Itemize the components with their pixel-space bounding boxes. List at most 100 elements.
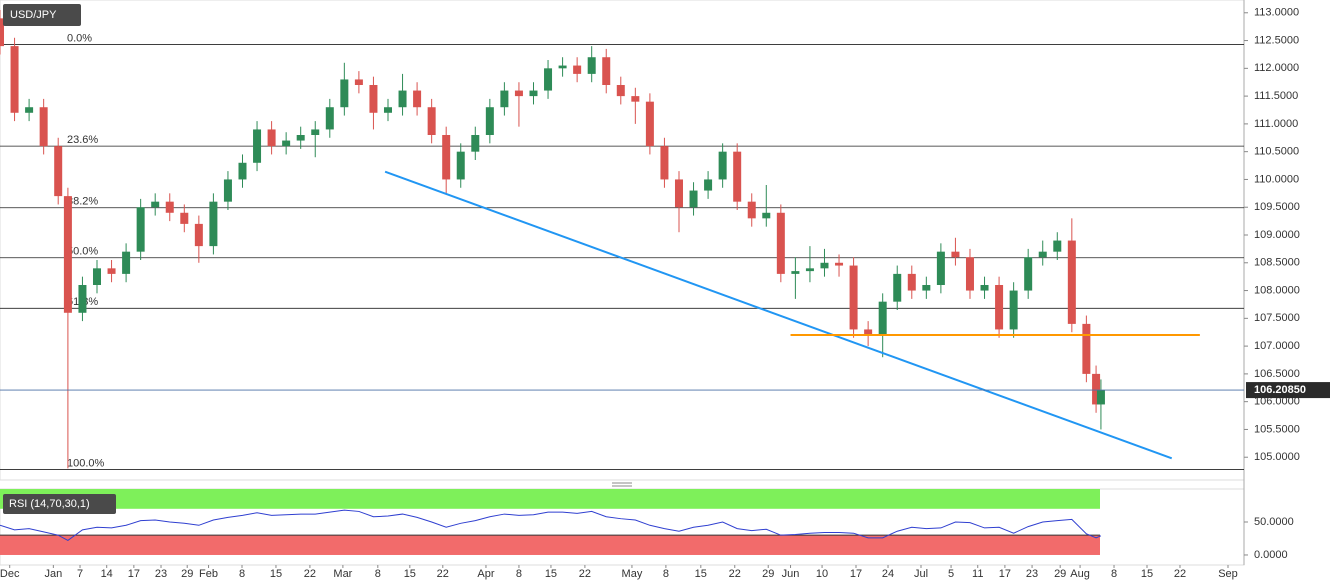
x-tick-label: Aug [1070,568,1090,580]
candle-body [78,285,87,313]
y-tick-label: 110.0000 [1254,173,1299,185]
y-tick-label: 112.5000 [1254,34,1299,46]
candle-body [573,65,582,74]
y-tick-label: 109.5000 [1254,201,1300,213]
y-tick-label: 50.0000 [1254,516,1294,528]
candle-body [762,212,771,219]
y-tick-label: 112.0000 [1254,62,1299,74]
candle-body [864,329,873,335]
candle-body [514,90,523,97]
candle-body [878,301,887,335]
candle-body [747,201,756,219]
y-tick-label: 106.5000 [1254,368,1300,380]
x-tick-label: 8 [516,568,522,580]
candle-body [645,101,654,147]
fib-label: 100.0% [67,457,105,469]
x-tick-label: 24 [882,568,894,580]
candle-body [165,201,174,213]
candle-body [791,271,800,274]
y-tick-label: 107.5000 [1254,312,1300,324]
x-tick-label: 15 [545,568,557,580]
x-tick-label: 7 [77,568,83,580]
candle-body [674,179,683,208]
x-tick-label: 22 [304,568,316,580]
x-tick-label: 22 [1174,568,1186,580]
candle-body [1009,290,1018,330]
x-tick-label: 29 [181,568,193,580]
candle-body [820,262,829,269]
candle-body [253,129,262,163]
trend-line [384,170,1173,460]
y-tick-label: 0.0000 [1254,549,1288,561]
candle-body [500,90,509,108]
candle-body [1082,323,1091,374]
candle-body [136,207,145,252]
candle-body [54,146,63,197]
candle-body [223,179,232,202]
candle-body [92,268,101,285]
candle-body [25,107,34,113]
candle-body [354,79,363,85]
candle-body [689,190,698,208]
candle-body [485,107,494,135]
candle-body [369,85,378,113]
fib-label: 50.0% [67,246,98,258]
x-tick-label: 29 [762,568,774,580]
x-tick-label: Jul [914,568,928,580]
candle-body [238,162,247,180]
y-tick-label: 109.0000 [1254,229,1300,241]
y-tick-label: 110.5000 [1254,146,1299,158]
candle-body [1024,257,1033,291]
x-tick-label: Sep [1218,568,1238,580]
candle-body [660,146,669,180]
candle-body [383,107,392,113]
x-tick-label: May [622,568,643,580]
candle-body [471,135,480,152]
x-tick-label: 14 [101,568,113,580]
candle-body [427,107,436,135]
x-tick-label: 22 [437,568,449,580]
candle-body [951,251,960,258]
candle-body [267,129,276,147]
fib-label: 23.6% [67,134,98,146]
candle-body [282,140,291,147]
y-tick-label: 113.0000 [1254,7,1299,19]
candle-body [1096,390,1105,405]
x-tick-label: 8 [1111,568,1117,580]
candle-body [529,90,538,97]
candle-body [544,68,553,91]
candle-body [209,201,218,247]
candle-body [558,65,567,69]
candle-body [631,96,640,102]
candle-body [936,251,945,285]
x-tick-label: 17 [850,568,862,580]
x-tick-label: Dec [0,568,20,580]
y-tick-label: 108.0000 [1254,284,1300,296]
x-tick-label: 8 [663,568,669,580]
candle-body [107,268,116,274]
candle-body [616,85,625,97]
candle-body [893,273,902,302]
candle-body [10,46,19,113]
candle-body [704,179,713,191]
candle-body [325,107,334,130]
candle-body [733,151,742,202]
candle-body [1053,240,1062,252]
candle-body [602,57,611,85]
candle-body [296,135,305,141]
candle-body [180,212,189,224]
candle-body [587,57,596,74]
y-tick-label: 105.0000 [1254,451,1300,463]
x-tick-label: 29 [1054,568,1066,580]
candle-body [39,107,48,147]
x-tick-label: 23 [155,568,167,580]
chart-title: USD/JPY [10,9,57,21]
fib-label: 0.0% [67,32,92,44]
x-tick-label: 8 [375,568,381,580]
y-tick-label: 107.0000 [1254,340,1300,352]
candle-body [1067,240,1076,324]
oversold-zone [0,535,1100,555]
candle-body [151,201,160,208]
x-tick-label: 15 [404,568,416,580]
y-tick-label: 111.0000 [1254,118,1298,130]
